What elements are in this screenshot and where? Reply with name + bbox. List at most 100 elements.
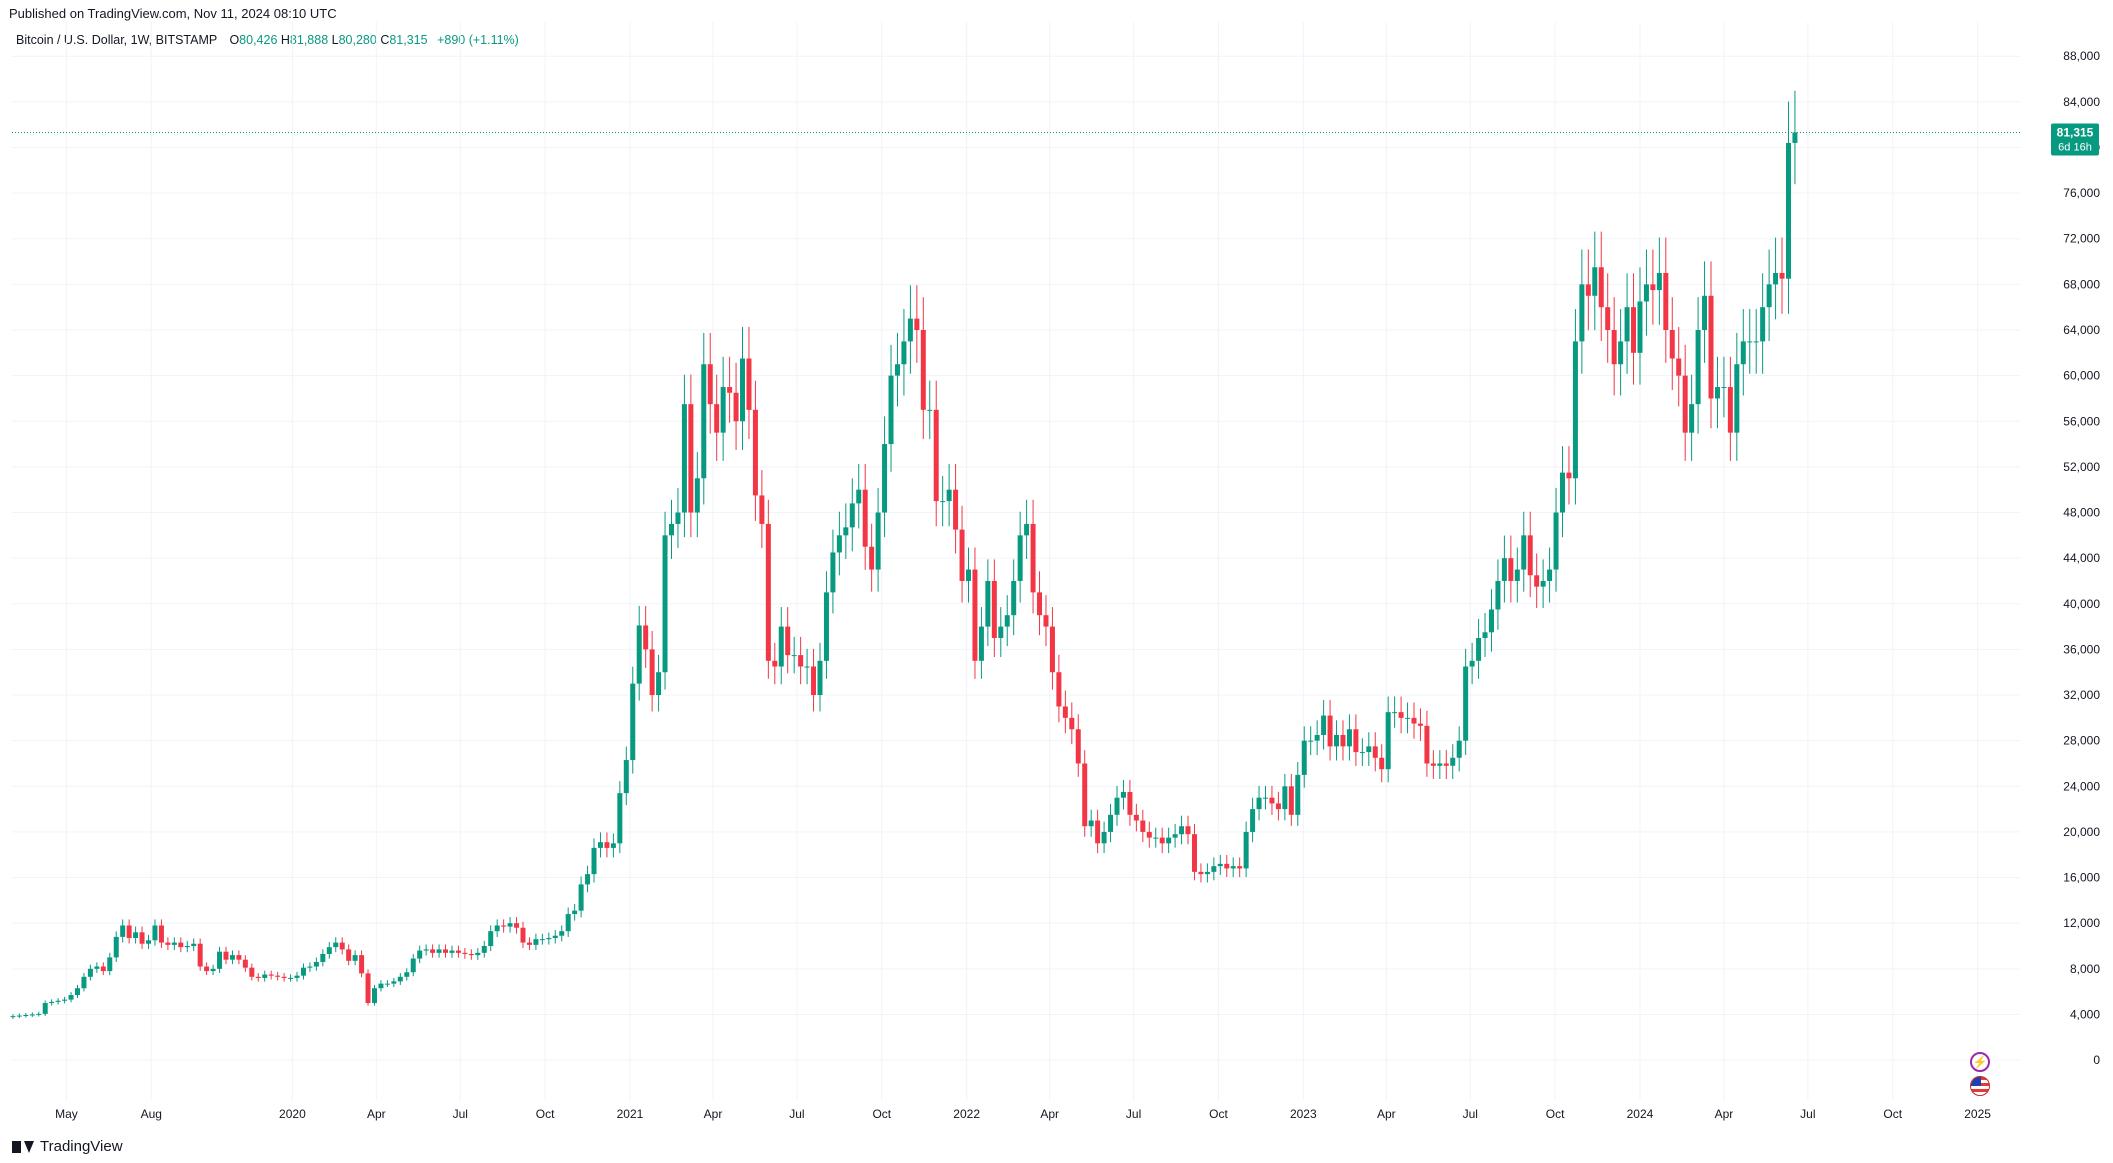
candle-body bbox=[514, 923, 520, 928]
candle-body bbox=[591, 847, 597, 875]
candle-body bbox=[449, 950, 455, 953]
candle-body bbox=[1185, 826, 1191, 835]
candle-body bbox=[1682, 375, 1688, 433]
candle-body bbox=[1340, 734, 1346, 747]
candle-body bbox=[423, 949, 429, 951]
candle-body bbox=[1282, 786, 1288, 810]
candle-body bbox=[262, 974, 268, 978]
candle-body bbox=[1353, 729, 1359, 753]
candle-body bbox=[1450, 757, 1456, 766]
lightning-icon[interactable]: ⚡ bbox=[1970, 1052, 1990, 1072]
candle-body bbox=[1572, 341, 1578, 479]
candle-body bbox=[894, 364, 900, 376]
candle-body bbox=[520, 927, 526, 943]
last-price-text: 81,315 bbox=[2057, 125, 2094, 139]
candle-body bbox=[1702, 295, 1708, 330]
candle-body bbox=[152, 925, 158, 941]
candle-body bbox=[16, 1015, 22, 1017]
candle-body bbox=[965, 569, 971, 581]
candle-body bbox=[1676, 358, 1682, 376]
candle-body bbox=[830, 552, 836, 593]
last-price-label: 81,315 6d 16h bbox=[2051, 123, 2099, 156]
candle-body bbox=[249, 967, 255, 977]
candle-body bbox=[1198, 871, 1204, 875]
candle-body bbox=[1424, 725, 1430, 764]
candle-body bbox=[1534, 575, 1540, 587]
candle-body bbox=[733, 392, 739, 422]
candle-body bbox=[1417, 723, 1423, 726]
candle-body bbox=[507, 923, 513, 927]
candle-body bbox=[1250, 809, 1256, 832]
candle-body bbox=[1469, 660, 1475, 667]
candle-body bbox=[1127, 792, 1133, 815]
candle-body bbox=[339, 942, 345, 950]
candle-body bbox=[1411, 717, 1417, 724]
candle-body bbox=[184, 946, 190, 948]
us-flag-icon[interactable] bbox=[1970, 1076, 1990, 1096]
candle-body bbox=[668, 523, 674, 536]
candle-body bbox=[927, 409, 933, 411]
candle-body bbox=[1773, 272, 1779, 285]
candle-body bbox=[978, 626, 984, 661]
candle-body bbox=[901, 341, 907, 365]
candle-body bbox=[1191, 834, 1197, 872]
y-tick-label: 64,000 bbox=[2063, 323, 2100, 337]
candle-body bbox=[1650, 284, 1656, 291]
candle-body bbox=[1049, 626, 1055, 673]
candle-body bbox=[1656, 272, 1662, 291]
candle-body bbox=[1663, 272, 1669, 330]
candle-body bbox=[197, 943, 203, 967]
candle-body bbox=[1566, 472, 1572, 479]
candle-body bbox=[49, 1001, 55, 1004]
candle-body bbox=[62, 999, 68, 1001]
candle-body bbox=[1714, 387, 1720, 399]
candle-body bbox=[991, 580, 997, 638]
candle-body bbox=[740, 358, 746, 422]
candle-body bbox=[694, 478, 700, 513]
candle-body bbox=[849, 503, 855, 528]
x-tick-label: Jul bbox=[1800, 1107, 1815, 1121]
candle-body bbox=[1437, 763, 1443, 766]
candle-body bbox=[546, 938, 552, 940]
candle-body bbox=[1056, 672, 1062, 707]
price-axis: 0 4,000 8,000 12,000 16,000 20,000 24,000 28,00… bbox=[2063, 49, 2100, 1067]
candle-body bbox=[1611, 330, 1617, 365]
tradingview-brand[interactable]: TradingView bbox=[12, 1138, 123, 1155]
candle-body bbox=[120, 925, 126, 937]
y-tick-label: 40,000 bbox=[2063, 597, 2100, 611]
y-tick-label: 32,000 bbox=[2063, 688, 2100, 702]
candle-body bbox=[656, 672, 662, 696]
candle-body bbox=[23, 1015, 29, 1017]
y-tick-label: 36,000 bbox=[2063, 642, 2100, 656]
candle-body bbox=[727, 387, 733, 393]
time-axis: May Aug 2020 Apr Jul Oct 2021 Apr Jul Oct 2022 Apr J… bbox=[55, 1107, 1991, 1121]
candle-body bbox=[1585, 284, 1591, 296]
candle-body bbox=[1501, 558, 1507, 581]
candle-body bbox=[1785, 142, 1791, 279]
x-tick-label: Apr bbox=[1040, 1107, 1059, 1121]
candle-body bbox=[1560, 472, 1566, 513]
candle-body bbox=[1288, 786, 1294, 815]
candle-body bbox=[1547, 569, 1553, 581]
x-tick-label: Oct bbox=[1546, 1107, 1565, 1121]
candle-body bbox=[701, 364, 707, 479]
open-label: O bbox=[229, 33, 240, 47]
x-tick-label: 2024 bbox=[1627, 1107, 1654, 1121]
y-tick-label: 20,000 bbox=[2063, 825, 2100, 839]
candle-body bbox=[1760, 307, 1766, 342]
candle-series bbox=[10, 90, 1798, 1019]
candle-body bbox=[559, 931, 565, 936]
x-tick-label: Jul bbox=[1126, 1107, 1141, 1121]
candle-body bbox=[604, 842, 610, 848]
y-tick-label: 0 bbox=[2093, 1053, 2100, 1067]
candle-body bbox=[288, 977, 294, 979]
countdown-text: 6d 16h bbox=[2058, 141, 2092, 153]
candle-body bbox=[488, 931, 494, 946]
candle-body bbox=[417, 950, 423, 959]
candle-body bbox=[365, 973, 371, 1004]
candle-body bbox=[1463, 666, 1469, 741]
candle-body bbox=[1669, 330, 1675, 359]
candle-body bbox=[1727, 387, 1733, 433]
candle-body bbox=[1637, 301, 1643, 353]
